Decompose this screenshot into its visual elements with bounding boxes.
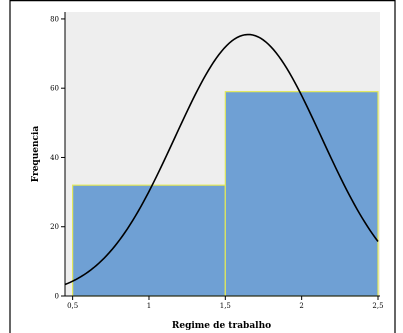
x-axis-label: Regime de trabalho bbox=[172, 321, 271, 331]
y-ticks: 0 20 40 60 80 bbox=[50, 15, 65, 301]
x-tick-label-3: 1,5 bbox=[220, 302, 231, 310]
y-tick-label-0: 0 bbox=[55, 293, 59, 301]
y-tick-label-80: 80 bbox=[50, 15, 59, 23]
y-tick-label-20: 20 bbox=[50, 223, 59, 231]
x-tick-label-5: 2,5 bbox=[372, 302, 383, 310]
x-ticks: 0,5 1 1,5 2 2,5 bbox=[67, 296, 384, 310]
histogram-bar-2 bbox=[224, 91, 379, 297]
x-tick-label-2: 1 bbox=[147, 302, 151, 310]
normal-curve bbox=[64, 33, 379, 286]
y-axis-label: Frequencia bbox=[31, 126, 41, 183]
x-tick-label-4: 2 bbox=[299, 302, 303, 310]
y-tick-label-40: 40 bbox=[50, 154, 59, 162]
bars-layer bbox=[72, 91, 379, 297]
histogram-bar-1 bbox=[72, 184, 226, 297]
x-tick-label-1: 0,5 bbox=[67, 302, 78, 310]
y-tick-label-60: 60 bbox=[50, 85, 59, 93]
